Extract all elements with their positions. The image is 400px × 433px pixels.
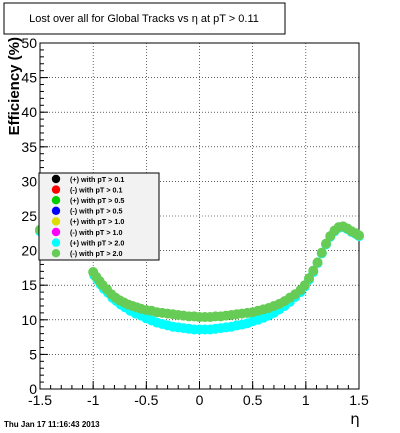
legend-marker	[51, 196, 61, 205]
x-tick-label: 1.5	[349, 392, 369, 408]
y-tick-label: 35	[21, 139, 37, 155]
x-axis-label: η	[350, 410, 360, 428]
grid-lines	[40, 43, 359, 389]
x-tick-label: -1.5	[28, 392, 52, 408]
y-tick-label: 0	[29, 381, 37, 397]
legend-marker	[51, 227, 61, 237]
legend-entry-label: (+) with pT > 0.5	[70, 196, 124, 205]
y-tick-label: 50	[21, 35, 37, 51]
x-tick-label: 0.5	[243, 392, 263, 408]
x-tick-label: 0	[196, 392, 204, 408]
legend-entry-label: (-) with pT > 0.5	[70, 207, 123, 216]
y-tick-label: 15	[21, 277, 37, 293]
data-point	[354, 230, 364, 241]
data-point	[308, 265, 319, 276]
legend-marker	[51, 249, 61, 258]
y-tick-label: 45	[21, 70, 37, 86]
legend-entry-label: (+) with pT > 1.0	[70, 217, 124, 226]
x-tick-label: 1	[302, 392, 310, 408]
legend: (+) with pT > 0.1(-) with pT > 0.1 (+) wi…	[38, 172, 160, 261]
legend-marker	[51, 217, 61, 226]
y-axis-label: Efficiency (%)	[6, 37, 23, 135]
data-point	[316, 247, 327, 258]
y-tick-label: 5	[29, 346, 37, 362]
x-tick-label: -1	[87, 392, 100, 408]
legend-entry-label: (-) with pT > 0.1	[70, 185, 123, 194]
legend-entry-label: (+) with pT > 0.1	[70, 175, 124, 184]
axis-ticks: -1.5 -1 -0.5 0 0.5 1 1.5 0 5 10 15 20 25 30 35 40 45 50	[21, 35, 369, 408]
legend-marker	[51, 238, 61, 247]
x-tick-label: -0.5	[134, 392, 158, 408]
legend-marker	[51, 206, 61, 215]
legend-entry-label: (-) with pT > 2.0	[70, 249, 123, 258]
y-tick-label: 10	[21, 312, 37, 328]
y-tick-label: 30	[21, 173, 37, 189]
data-point	[321, 238, 332, 249]
data-point	[304, 273, 315, 284]
chart-title: Lost over all for Global Tracks vs η at …	[29, 13, 259, 25]
legend-entry-label: (-) with pT > 1.0	[70, 228, 123, 237]
title-box	[3, 2, 286, 35]
legend-marker	[51, 185, 61, 194]
y-tick-label: 25	[21, 208, 37, 224]
data-point	[312, 257, 323, 268]
y-tick-label: 20	[21, 243, 37, 259]
y-tick-label: 40	[21, 104, 37, 120]
legend-entry-label: (+) with pT > 2.0	[70, 238, 124, 247]
legend-marker	[51, 174, 61, 184]
footer-timestamp: Thu Jan 17 11:16:43 2013	[4, 420, 100, 429]
